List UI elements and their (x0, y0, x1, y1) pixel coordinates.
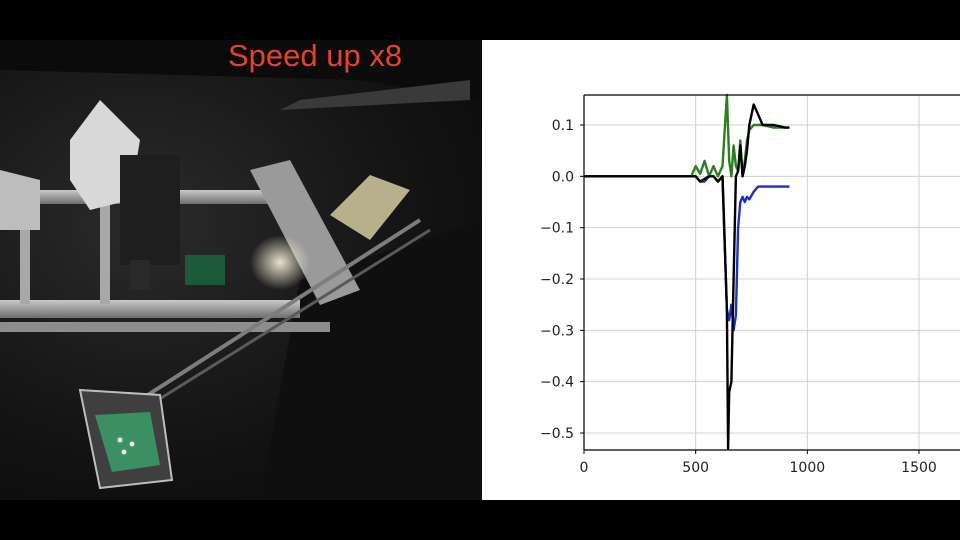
x-tick-label: 500 (682, 460, 709, 476)
letterbox-top (0, 0, 960, 40)
letterbox-bottom (0, 500, 960, 540)
speed-up-label: Speed up x8 (228, 38, 403, 73)
y-tick-label: −0.4 (540, 375, 574, 391)
y-tick-label: 0.0 (552, 169, 574, 185)
y-tick-label: 0.1 (552, 118, 574, 134)
y-tick-label: −0.3 (540, 323, 574, 339)
series-line-1 (584, 175, 790, 332)
x-tick-label: 0 (580, 460, 589, 476)
camera-feed (0, 40, 482, 500)
x-tick-label: 1000 (790, 460, 826, 476)
x-tick-label: 1500 (901, 460, 937, 476)
series-line-2 (584, 93, 790, 178)
y-tick-label: −0.2 (540, 272, 574, 288)
y-tick-label: −0.1 (540, 221, 574, 237)
line-chart: 0 500 1000 1500 0.1 0.0 −0.1 −0.2 −0.3 −0.4 −0.5 (540, 93, 960, 476)
y-tick-label: −0.5 (540, 426, 574, 442)
series-line-3 (584, 103, 790, 450)
force-plot: 0 500 1000 1500 0.1 0.0 −0.1 −0.2 −0.3 −0.4 −0.5 (482, 40, 960, 500)
robot-workcell-icon (0, 40, 482, 500)
